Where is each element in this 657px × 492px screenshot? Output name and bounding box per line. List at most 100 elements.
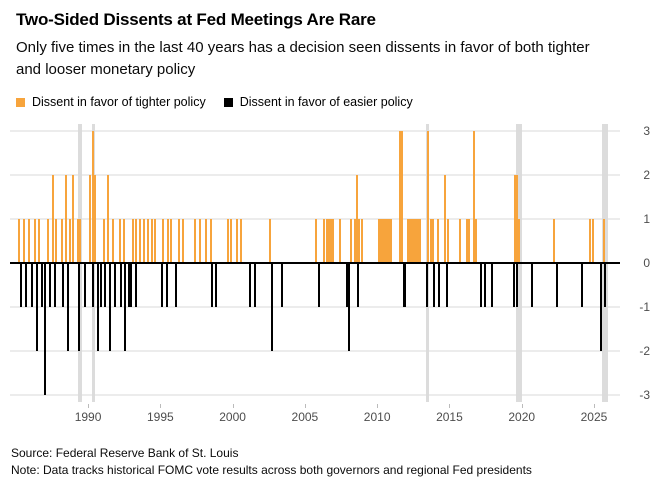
y-axis-label: 3 bbox=[643, 123, 650, 138]
bar-tighter-dissent bbox=[360, 218, 363, 263]
bar-tighter-dissent bbox=[226, 218, 229, 263]
bar-tighter-dissent bbox=[602, 218, 605, 263]
bar-tighter-dissent bbox=[33, 218, 36, 263]
bar-easier-dissent bbox=[530, 263, 533, 308]
legend: Dissent in favor of tighter policy Disse… bbox=[16, 95, 413, 109]
bar-tighter-dissent bbox=[389, 218, 392, 263]
x-axis: 1990 1995 2000 2005 2010 2015 2020 2025 bbox=[10, 404, 620, 428]
bar-easier-dissent bbox=[402, 263, 405, 308]
bar-tighter-dissent bbox=[61, 218, 64, 263]
bar-easier-dissent bbox=[317, 263, 320, 308]
bar-tighter-dissent bbox=[467, 218, 470, 263]
bar-easier-dissent bbox=[603, 263, 606, 308]
bar-tighter-dissent bbox=[235, 218, 238, 263]
bar-tighter-dissent bbox=[123, 218, 126, 263]
bar-tighter-dissent bbox=[17, 218, 20, 263]
bar-tighter-dissent bbox=[426, 130, 429, 263]
bar-tighter-dissent bbox=[88, 174, 91, 263]
bar-tighter-dissent bbox=[209, 218, 212, 263]
bar-easier-dissent bbox=[120, 263, 123, 308]
bar-easier-dissent bbox=[66, 263, 69, 352]
bar-tighter-dissent bbox=[194, 218, 197, 263]
bar-tighter-dissent bbox=[444, 174, 447, 263]
bar-tighter-dissent bbox=[94, 174, 97, 263]
x-axis-label: 2025 bbox=[580, 410, 608, 424]
bar-easier-dissent bbox=[433, 263, 436, 308]
bar-tighter-dissent bbox=[417, 218, 420, 263]
bar-tighter-dissent bbox=[68, 218, 71, 263]
bar-tighter-dissent bbox=[465, 218, 468, 263]
bar-tighter-dissent bbox=[199, 218, 202, 263]
bar-tighter-dissent bbox=[51, 174, 54, 263]
bar-tighter-dissent bbox=[399, 130, 402, 263]
bar-tighter-dissent bbox=[170, 218, 173, 263]
bar-easier-dissent bbox=[129, 263, 132, 308]
gridline bbox=[10, 130, 620, 132]
bar-easier-dissent bbox=[211, 263, 214, 308]
bar-tighter-dissent bbox=[178, 218, 181, 263]
bar-easier-dissent bbox=[426, 263, 429, 308]
bar-tighter-dissent bbox=[514, 174, 517, 263]
bar-easier-dissent bbox=[512, 263, 515, 308]
bar-tighter-dissent bbox=[446, 218, 449, 263]
bar-tighter-dissent bbox=[475, 218, 478, 263]
bar-easier-dissent bbox=[404, 263, 407, 308]
bar-easier-dissent bbox=[35, 263, 38, 352]
bar-tighter-dissent bbox=[415, 218, 418, 263]
tighter-dissent-swatch-icon bbox=[16, 97, 25, 107]
bar-easier-dissent bbox=[97, 263, 100, 352]
bar-tighter-dissent bbox=[22, 218, 25, 263]
bar-easier-dissent bbox=[62, 263, 65, 308]
x-axis-label: 1995 bbox=[146, 410, 174, 424]
gridline bbox=[10, 306, 620, 308]
zero-axis bbox=[10, 262, 620, 264]
bar-easier-dissent bbox=[19, 263, 22, 308]
bar-tighter-dissent bbox=[412, 218, 415, 263]
bar-easier-dissent bbox=[280, 263, 283, 308]
bar-easier-dissent bbox=[48, 263, 51, 308]
note-text: Note: Data tracks historical FOMC vote r… bbox=[11, 463, 532, 477]
chart-subtitle: Only five times in the last 40 years has… bbox=[16, 39, 590, 78]
bar-tighter-dissent bbox=[55, 218, 58, 263]
bar-easier-dissent bbox=[270, 263, 273, 352]
bar-easier-dissent bbox=[214, 263, 217, 308]
bar-tighter-dissent bbox=[353, 218, 356, 263]
bar-tighter-dissent bbox=[106, 174, 109, 263]
chart-title: Two-Sided Dissents at Fed Meetings Are R… bbox=[16, 10, 376, 29]
gridline bbox=[10, 350, 620, 352]
bar-tighter-dissent bbox=[413, 218, 416, 263]
bar-tighter-dissent bbox=[322, 218, 325, 263]
bar-tighter-dissent bbox=[150, 218, 153, 263]
x-axis-tick bbox=[160, 404, 162, 408]
bar-easier-dissent bbox=[92, 263, 95, 308]
x-axis-tick bbox=[593, 404, 595, 408]
bar-easier-dissent bbox=[44, 263, 47, 396]
bar-tighter-dissent bbox=[329, 218, 332, 263]
bar-easier-dissent bbox=[581, 263, 584, 308]
bar-easier-dissent bbox=[600, 263, 603, 352]
bar-tighter-dissent bbox=[230, 218, 233, 263]
bar-tighter-dissent bbox=[381, 218, 384, 263]
bar-tighter-dissent bbox=[27, 218, 30, 263]
bar-tighter-dissent bbox=[358, 218, 361, 263]
easier-dissent-swatch-icon bbox=[223, 97, 233, 107]
bar-easier-dissent bbox=[254, 263, 256, 308]
bar-easier-dissent bbox=[165, 263, 168, 308]
bar-tighter-dissent bbox=[65, 174, 68, 263]
x-axis-tick bbox=[232, 404, 234, 408]
bar-tighter-dissent bbox=[388, 218, 391, 263]
bar-easier-dissent bbox=[100, 263, 103, 308]
bar-tighter-dissent bbox=[135, 218, 138, 263]
bar-tighter-dissent bbox=[79, 218, 82, 263]
y-axis-label: -1 bbox=[639, 300, 650, 315]
bar-easier-dissent bbox=[84, 263, 87, 308]
bar-easier-dissent bbox=[40, 263, 43, 308]
bar-tighter-dissent bbox=[269, 218, 272, 263]
bar-tighter-dissent bbox=[118, 218, 121, 263]
bar-tighter-dissent bbox=[332, 218, 335, 263]
bar-tighter-dissent bbox=[102, 218, 105, 263]
bar-easier-dissent bbox=[480, 263, 483, 308]
y-axis-label: -3 bbox=[639, 388, 650, 403]
bar-easier-dissent bbox=[347, 263, 350, 352]
bar-easier-dissent bbox=[113, 263, 116, 308]
